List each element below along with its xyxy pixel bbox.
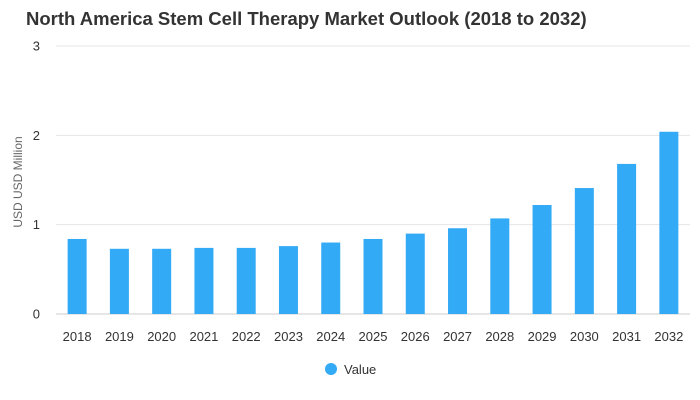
x-tick-label: 2028 bbox=[485, 329, 514, 344]
bar-2029[interactable] bbox=[532, 205, 552, 314]
x-tick-label: 2024 bbox=[316, 329, 345, 344]
x-tick-label: 2032 bbox=[654, 329, 683, 344]
bar-2021[interactable] bbox=[194, 247, 214, 314]
x-tick-label: 2023 bbox=[274, 329, 303, 344]
bar-series bbox=[67, 131, 679, 314]
x-tick-label: 2029 bbox=[528, 329, 557, 344]
y-tick-label: 1 bbox=[33, 217, 40, 232]
bar-2025[interactable] bbox=[363, 238, 383, 314]
bar-2032[interactable] bbox=[659, 131, 679, 314]
x-tick-label: 2026 bbox=[401, 329, 430, 344]
y-axis-ticks: 0 1 2 3 bbox=[33, 39, 40, 322]
x-tick-label: 2027 bbox=[443, 329, 472, 344]
legend-label[interactable]: Value bbox=[344, 362, 376, 377]
legend[interactable]: Value bbox=[325, 362, 376, 377]
bar-2026[interactable] bbox=[405, 233, 425, 314]
x-tick-label: 2018 bbox=[63, 329, 92, 344]
x-tick-label: 2031 bbox=[612, 329, 641, 344]
bar-2020[interactable] bbox=[152, 248, 172, 314]
bar-2019[interactable] bbox=[109, 248, 129, 314]
bar-2028[interactable] bbox=[490, 218, 510, 314]
bar-2030[interactable] bbox=[574, 188, 594, 314]
x-tick-label: 2019 bbox=[105, 329, 134, 344]
bar-2024[interactable] bbox=[321, 242, 341, 314]
chart-title: North America Stem Cell Therapy Market O… bbox=[26, 8, 587, 29]
y-tick-label: 3 bbox=[33, 39, 40, 54]
x-tick-label: 2022 bbox=[232, 329, 261, 344]
x-tick-label: 2020 bbox=[147, 329, 176, 344]
bar-2031[interactable] bbox=[617, 163, 637, 314]
x-axis-ticks: 2018 2019 2020 2021 2022 2023 2024 2025 2026 2027… bbox=[63, 329, 684, 344]
bar-2023[interactable] bbox=[278, 246, 298, 314]
y-tick-label: 0 bbox=[33, 307, 40, 322]
bar-2018[interactable] bbox=[67, 238, 87, 314]
bar-2027[interactable] bbox=[448, 228, 468, 314]
legend-swatch-icon[interactable] bbox=[325, 363, 337, 375]
x-tick-label: 2030 bbox=[570, 329, 599, 344]
bar-2022[interactable] bbox=[236, 247, 256, 314]
x-tick-label: 2021 bbox=[189, 329, 218, 344]
y-tick-label: 2 bbox=[33, 128, 40, 143]
y-axis-title: USD USD Million bbox=[11, 136, 25, 227]
x-tick-label: 2025 bbox=[359, 329, 388, 344]
